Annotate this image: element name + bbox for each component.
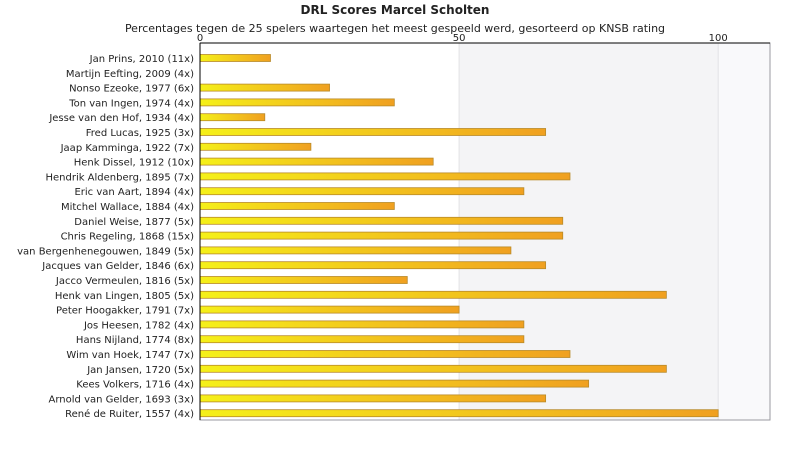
category-label: Eric van Aart, 1894 (4x): [74, 187, 194, 198]
category-label: Jos Heesen, 1782 (4x): [83, 320, 194, 331]
chart-subtitle: Percentages tegen de 25 spelers waartege…: [124, 22, 666, 35]
category-label: Nonso Ezeoke, 1977 (6x): [69, 84, 194, 95]
bar: [199, 246, 512, 255]
category-label: Henk van Lingen, 1805 (5x): [55, 291, 194, 302]
bar: [199, 290, 667, 299]
category-label: Martijn Eefting, 2009 (4x): [66, 69, 194, 80]
bar: [199, 157, 434, 166]
bar: [199, 350, 571, 358]
category-label: Henk Dissel, 1912 (10x): [74, 158, 194, 169]
bar: [199, 409, 719, 418]
category-label: Jaap Kamminga, 1922 (7x): [60, 143, 194, 154]
category-label: Mitchel Wallace, 1884 (4x): [61, 202, 194, 213]
category-label: van Bergenhenegouwen, 1849 (5x): [17, 246, 194, 257]
category-label: Kees Volkers, 1716 (4x): [76, 380, 194, 391]
bar: [199, 335, 525, 344]
category-label: Hans Nijland, 1774 (8x): [76, 335, 194, 346]
category-label: Jacco Vermeulen, 1816 (5x): [55, 276, 194, 287]
bar: [199, 113, 266, 122]
bar: [199, 54, 271, 62]
category-label: Jesse van den Hof, 1934 (4x): [48, 113, 194, 124]
chart-title: DRL Scores Marcel Scholten: [300, 3, 490, 17]
category-label: Peter Hoogakker, 1791 (7x): [56, 306, 194, 317]
bar: [199, 98, 395, 107]
bar: [199, 83, 330, 92]
bar: [199, 320, 525, 329]
category-label: Hendrik Aldenberg, 1895 (7x): [45, 172, 194, 183]
bar: [199, 394, 547, 403]
category-label: Ton van Ingen, 1974 (4x): [68, 98, 194, 109]
bar: [199, 142, 312, 151]
bar: [199, 305, 460, 314]
category-label: René de Ruiter, 1557 (4x): [65, 408, 194, 420]
plot-band-50-100: [459, 43, 719, 420]
plot-band-100-110: [718, 43, 770, 420]
bar: [199, 276, 408, 284]
category-label: Arnold van Gelder, 1693 (3x): [49, 394, 195, 405]
category-label: Jan Prins, 2010 (11x): [89, 54, 194, 65]
bar: [199, 364, 667, 373]
category-label: Wim van Hoek, 1747 (7x): [66, 350, 194, 361]
bar: [199, 172, 571, 181]
category-label: Jacques van Gelder, 1846 (6x): [41, 261, 194, 272]
bar: [199, 128, 547, 136]
bar: [199, 261, 547, 270]
category-label: Jan Jansen, 1720 (5x): [86, 365, 194, 376]
bar: [199, 216, 564, 225]
bar: [199, 202, 395, 210]
x-tick-label: 100: [709, 33, 728, 44]
category-label: Daniel Weise, 1877 (5x): [74, 217, 194, 228]
x-tick-label: 0: [197, 33, 203, 44]
bar: [199, 231, 564, 240]
category-label: Chris Regeling, 1868 (15x): [61, 232, 195, 243]
bar: [199, 379, 590, 388]
category-label: Fred Lucas, 1925 (3x): [86, 128, 194, 139]
bar: [199, 187, 525, 196]
x-tick-label: 50: [453, 33, 466, 44]
